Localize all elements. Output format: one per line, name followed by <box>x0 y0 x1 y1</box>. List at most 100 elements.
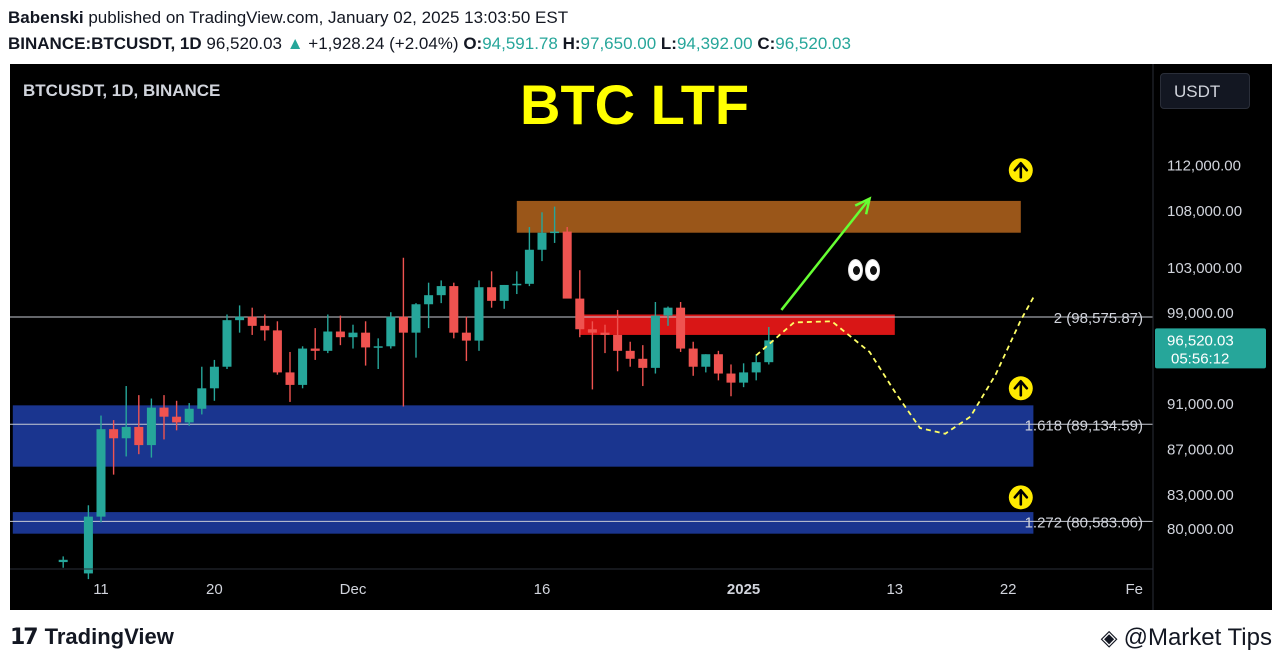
time-axis-tick: 13 <box>886 581 903 598</box>
open-value: 94,591.78 <box>482 34 558 53</box>
candle-body <box>550 231 560 234</box>
author-name: Babenski <box>8 8 84 27</box>
candle-body <box>209 366 219 389</box>
last-price-tag <box>1155 328 1266 369</box>
candle-body <box>562 231 572 299</box>
candle-body <box>96 429 106 517</box>
open-label: O: <box>463 34 483 53</box>
candle-body <box>499 284 509 301</box>
candle-body <box>739 372 749 383</box>
time-axis-tick: 20 <box>206 581 223 598</box>
low-label: L: <box>660 34 677 53</box>
price-axis-tick: 108,000.00 <box>1167 203 1242 220</box>
candle-body <box>713 354 723 374</box>
candle-body <box>436 286 446 296</box>
low-value: 94,392.00 <box>676 34 753 53</box>
last-price: 96,520.03 <box>206 34 282 53</box>
candle-body <box>109 429 119 439</box>
tradingview-wordmark: TradingView <box>44 624 174 649</box>
price-axis-tick: 99,000.00 <box>1167 305 1234 322</box>
last-price-value: 96,520.03 <box>1167 332 1234 349</box>
candle-body <box>58 559 68 563</box>
candle-body <box>323 331 333 351</box>
up-arrow-glyph <box>1013 161 1029 179</box>
candle-body <box>285 372 295 385</box>
candle-body <box>613 334 623 351</box>
candle-body <box>411 304 421 333</box>
candle-body <box>650 315 660 368</box>
projection-arrow-head <box>854 196 872 215</box>
up-triangle-icon: ▲ <box>286 34 304 53</box>
publish-info: published on TradingView.com, January 02… <box>88 8 569 27</box>
candle-body <box>298 348 308 385</box>
candle-body <box>260 325 270 331</box>
time-axis-tick: Dec <box>340 581 367 598</box>
candle-body <box>272 330 282 373</box>
time-axis-tick: 11 <box>93 581 109 598</box>
candle-body <box>701 354 711 367</box>
candle-body <box>146 407 156 446</box>
candle-body <box>474 287 484 341</box>
up-arrow-glyph <box>1013 489 1029 506</box>
candle-body <box>83 516 93 574</box>
candle-body <box>764 340 774 363</box>
watermark: ◈ @Market Tips <box>1101 624 1272 652</box>
candle-body <box>524 249 534 284</box>
watermark-text: @Market Tips <box>1123 624 1272 651</box>
candle-body <box>663 307 673 316</box>
candle-body <box>512 283 522 286</box>
candle-body <box>386 316 396 347</box>
candle-body <box>449 286 459 333</box>
candle-body <box>222 320 232 367</box>
high-label: H: <box>562 34 581 53</box>
candle-body <box>726 373 736 383</box>
fib-level-label: 2 (98,575.87) <box>1054 310 1143 327</box>
price-axis-tick: 83,000.00 <box>1167 487 1234 504</box>
candle-body <box>159 407 169 417</box>
candle-body <box>751 362 761 373</box>
up-arrow-glyph <box>1013 380 1029 397</box>
candle-body <box>676 307 686 349</box>
chart-title: BTC LTF <box>520 73 750 136</box>
binance-diamond-icon: ◈ <box>1100 625 1118 651</box>
candle-body <box>537 232 547 250</box>
fib-level-label: 1.618 (89,134.59) <box>1025 417 1143 434</box>
chart-legend: BTCUSDT, 1D, BINANCE <box>23 81 221 100</box>
chart-area[interactable]: 2 (98,575.87) 1.618 (89,134.59) 1.272 (80,… <box>10 64 1272 610</box>
candle-body <box>335 331 345 338</box>
publish-line: Babenski published on TradingView.com, J… <box>8 8 568 28</box>
projection-arrow <box>780 197 871 311</box>
candle-body <box>398 316 408 333</box>
candle-body <box>197 388 207 409</box>
tradingview-logo[interactable]: 17 TradingView <box>10 624 174 650</box>
zone-pivot <box>579 314 895 335</box>
tradingview-mark-icon: 17 <box>10 624 39 650</box>
currency-button[interactable]: USDT <box>1160 73 1250 109</box>
time-axis-tick: 22 <box>1000 581 1017 598</box>
candle-body <box>184 408 194 423</box>
candle-body <box>235 316 245 321</box>
time-axis-tick: Fe <box>1125 581 1143 598</box>
price-change: +1,928.24 (+2.04%) <box>308 34 459 53</box>
candle-body <box>373 346 383 348</box>
price-axis-tick: 91,000.00 <box>1167 396 1234 413</box>
symbol-line: BINANCE:BTCUSDT, 1D 96,520.03 ▲ +1,928.2… <box>8 34 851 54</box>
candle-body <box>247 316 257 326</box>
candle-body <box>575 298 585 330</box>
projection-path <box>755 297 1035 435</box>
close-label: C: <box>757 34 776 53</box>
candle-body <box>348 332 358 338</box>
candle-body <box>121 426 131 439</box>
candle-body <box>600 332 610 335</box>
fib-level-label: 1.272 (80,583.06) <box>1025 514 1143 531</box>
candle-body <box>361 332 371 348</box>
candle-body <box>172 416 182 423</box>
footer: 17 TradingView ◈ @Market Tips <box>0 610 1280 664</box>
candle-body <box>625 350 635 359</box>
candle-body <box>310 348 320 351</box>
zone-support-upper <box>12 405 1034 467</box>
eyes-icon <box>848 259 882 285</box>
candle-body <box>487 287 497 301</box>
chart-canvas[interactable]: 2 (98,575.87) 1.618 (89,134.59) 1.272 (80,… <box>10 64 1272 610</box>
time-axis-tick: 16 <box>534 581 551 598</box>
